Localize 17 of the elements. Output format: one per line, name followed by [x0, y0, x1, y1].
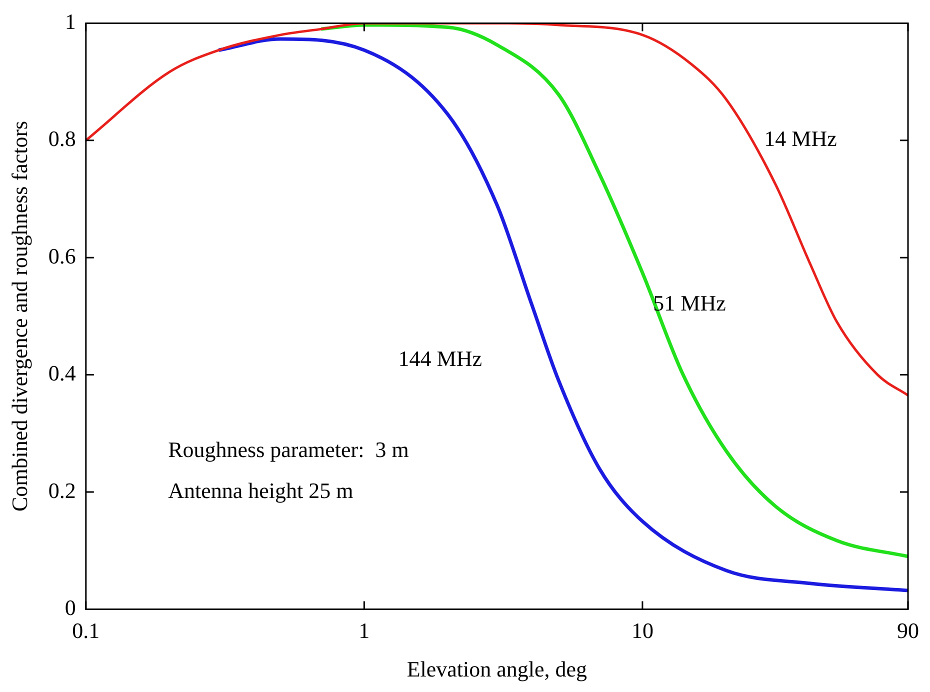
- series-label: 14 MHz: [764, 126, 838, 152]
- y-tick-label: 0: [64, 594, 76, 620]
- x-tick-label: 0.1: [72, 618, 100, 644]
- x-tick-label: 1: [358, 618, 370, 644]
- y-tick-label: 0.8: [48, 126, 76, 152]
- x-tick-label: 10: [631, 618, 654, 644]
- y-axis-title: Combined divergence and roughness factors: [6, 120, 32, 512]
- annotation: Antenna height 25 m: [168, 478, 354, 503]
- y-tick-label: 0.4: [48, 360, 76, 386]
- x-axis-title: Elevation angle, deg: [406, 656, 588, 682]
- series-label: 51 MHz: [653, 290, 726, 316]
- y-tick-label: 0.6: [48, 243, 76, 268]
- y-tick-label: 1: [64, 8, 76, 34]
- y-tick-label: 0.2: [48, 478, 76, 503]
- annotation: Roughness parameter: 3 m: [168, 436, 409, 462]
- x-tick-label: 90: [897, 618, 919, 644]
- text: 144 MHz: [398, 346, 482, 371]
